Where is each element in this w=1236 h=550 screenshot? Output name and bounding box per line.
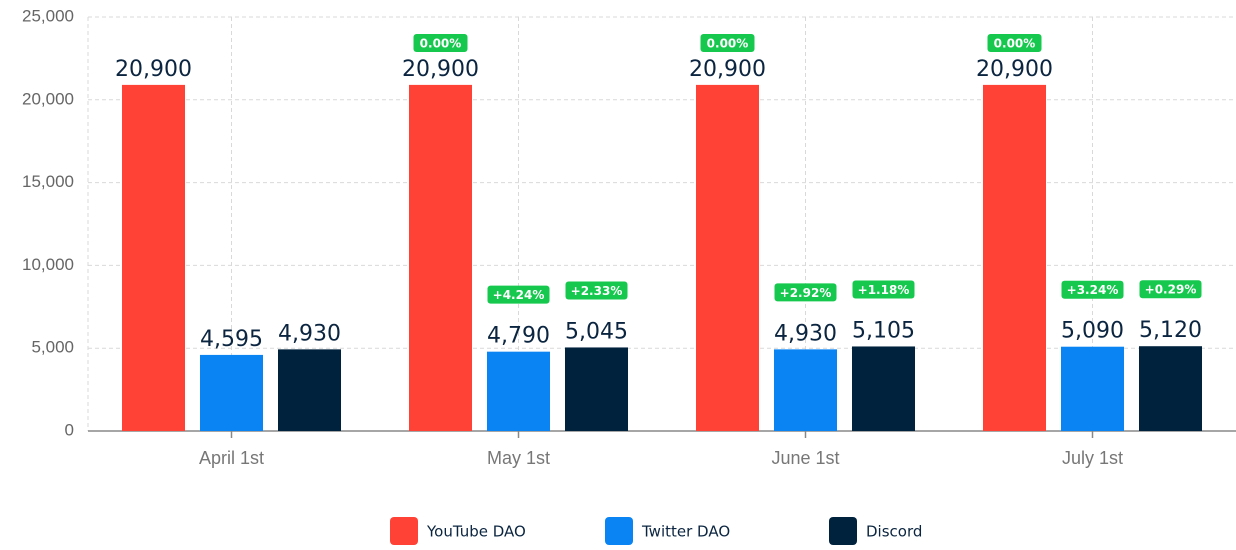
- change-badge-label: +3.24%: [1067, 283, 1119, 297]
- change-badge-label: +2.33%: [571, 284, 623, 298]
- legend-label: YouTube DAO: [426, 523, 526, 541]
- change-badge-label: 0.00%: [707, 37, 749, 51]
- value-label: 5,045: [565, 319, 628, 344]
- legend-label: Discord: [866, 523, 922, 541]
- bar: [409, 84, 472, 432]
- value-label: 5,105: [852, 318, 915, 343]
- change-badge: [487, 285, 550, 304]
- change-badge-label: +0.29%: [1145, 283, 1197, 297]
- legend-label: Twitter DAO: [641, 523, 730, 541]
- x-tick-label: April 1st: [199, 448, 264, 468]
- x-tick-label: May 1st: [487, 448, 550, 468]
- bar: [487, 351, 550, 431]
- y-tick-label: 15,000: [22, 172, 74, 191]
- change-badge: [565, 281, 628, 300]
- bar: [1061, 346, 1124, 431]
- value-label: 5,120: [1139, 318, 1202, 343]
- value-label: 4,595: [200, 327, 263, 352]
- legend-swatch: [390, 517, 418, 545]
- bar: [122, 84, 185, 432]
- bar: [983, 84, 1046, 432]
- value-label: 20,900: [115, 57, 192, 82]
- change-badge-label: +4.24%: [493, 288, 545, 302]
- value-label: 5,090: [1061, 319, 1124, 344]
- x-tick-label: July 1st: [1062, 448, 1123, 468]
- change-badge-label: +2.92%: [780, 286, 832, 300]
- change-badge-label: 0.00%: [420, 37, 462, 51]
- bar: [696, 84, 759, 432]
- change-badge: [987, 34, 1042, 52]
- bar: [200, 354, 263, 431]
- value-label: 20,900: [689, 57, 766, 82]
- value-label: 4,930: [278, 321, 341, 346]
- y-tick-label: 25,000: [22, 6, 74, 25]
- change-badge: [700, 34, 755, 52]
- bar: [852, 346, 915, 431]
- y-tick-label: 10,000: [22, 255, 74, 274]
- value-label: 4,790: [487, 324, 550, 349]
- bar: [565, 347, 628, 431]
- change-badge: [1061, 280, 1124, 299]
- change-badge: [1139, 280, 1202, 299]
- bar: [278, 349, 341, 431]
- value-label: 4,930: [774, 321, 837, 346]
- y-tick-label: 0: [65, 420, 74, 439]
- change-badge: [413, 34, 468, 52]
- change-badge: [852, 280, 915, 299]
- legend-swatch: [605, 517, 633, 545]
- value-label: 20,900: [976, 57, 1053, 82]
- x-tick-label: June 1st: [771, 448, 839, 468]
- change-badge-label: +1.18%: [858, 283, 910, 297]
- value-label: 20,900: [402, 57, 479, 82]
- change-badge-label: 0.00%: [994, 37, 1036, 51]
- change-badge: [774, 283, 837, 302]
- legend-swatch: [829, 517, 857, 545]
- y-tick-label: 20,000: [22, 89, 74, 108]
- bar: [774, 349, 837, 431]
- y-tick-label: 5,000: [31, 338, 74, 357]
- bar: [1139, 346, 1202, 431]
